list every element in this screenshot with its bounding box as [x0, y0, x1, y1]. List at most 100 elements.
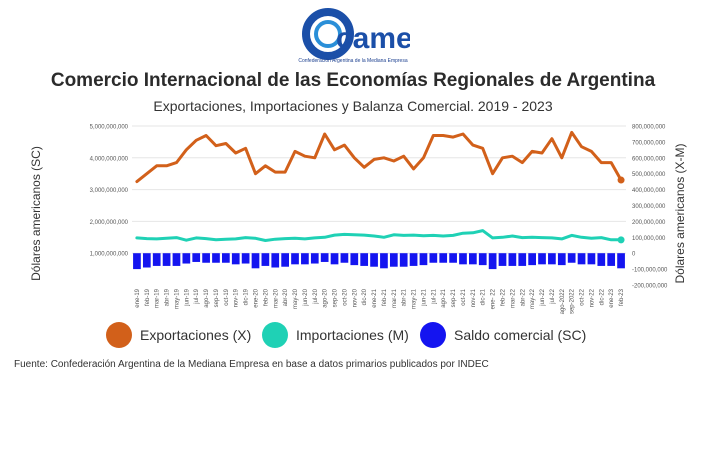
y2-tick-label: 600,000,000	[632, 156, 666, 162]
bar-saldo-comercial	[320, 253, 329, 262]
x-tick-label: nov-19	[234, 288, 240, 307]
bar-saldo-comercial	[548, 253, 556, 265]
x-tick-label: ago-2022	[560, 288, 566, 314]
y2-tick-label: 800,000,000	[632, 125, 666, 131]
x-tick-label: mar-21	[392, 288, 398, 308]
bar-saldo-comercial	[202, 253, 210, 263]
chart-subtitle: Exportaciones, Importaciones y Balanza C…	[153, 98, 553, 114]
legend-swatch-saldo	[420, 322, 446, 348]
x-tick-label: ene-20	[254, 288, 260, 307]
x-tick-label: nov-22	[589, 288, 595, 307]
bar-saldo-comercial	[380, 253, 388, 269]
bar-saldo-comercial	[301, 253, 309, 265]
x-tick-label: jun-22	[540, 288, 546, 306]
x-tick-label: sep-21	[451, 288, 457, 307]
chart-area: 1,000,000,000 2,000,000,000 3,000,000,000 4…	[29, 125, 687, 315]
bar-saldo-comercial	[538, 253, 546, 265]
bar-saldo-comercial	[449, 253, 457, 263]
legend-item-exportaciones[interactable]: Exportaciones (X)	[106, 320, 251, 350]
x-tick-label: feb-19	[145, 288, 151, 306]
bar-saldo-comercial	[330, 253, 339, 265]
bar-saldo-comercial	[557, 253, 566, 266]
x-tick-label: abr-19	[165, 288, 171, 306]
chart-title: Comercio Internacional de las Economías …	[50, 70, 656, 91]
bar-saldo-comercial	[478, 253, 487, 266]
x-tick-label: mar-20	[273, 288, 279, 308]
x-tick-label: dic-19	[244, 288, 250, 305]
y2-axis-label: Dólares americanos (X-M)	[673, 143, 687, 283]
bar-saldo-comercial	[399, 253, 408, 267]
y2-tick-label: -200,000,000	[632, 284, 668, 290]
source-note: Fuente: Confederación Argentina de la Me…	[14, 359, 489, 370]
x-tick-label: sep-2022	[570, 288, 576, 314]
bar-saldo-comercial	[528, 253, 536, 266]
y-tick-label: 4,000,000,000	[90, 156, 129, 162]
bar-saldo-comercial	[261, 253, 270, 266]
x-tick-label: ago-21	[441, 288, 447, 307]
bar-saldo-comercial	[182, 253, 191, 264]
y2-tick-label: 500,000,000	[632, 172, 666, 178]
x-tick-label: feb-21	[382, 288, 388, 306]
legend: Exportaciones (X) Importaciones (M) Sald…	[0, 320, 706, 350]
x-tick-label: jul-21	[431, 288, 437, 304]
x-tick-label: jul-22	[550, 288, 556, 304]
bar-saldo-comercial	[212, 253, 220, 263]
legend-label-saldo: Saldo comercial (SC)	[454, 327, 587, 343]
x-tick-label: sep-19	[214, 288, 220, 307]
x-tick-label: ene-23	[609, 288, 615, 307]
x-tick-label: may-19	[174, 288, 180, 309]
bar-saldo-comercial	[409, 253, 418, 266]
legend-item-saldo[interactable]: Saldo comercial (SC)	[420, 320, 586, 350]
x-tick-label: oct-21	[461, 288, 467, 305]
y-tick-label: 2,000,000,000	[90, 220, 129, 226]
bar-saldo-comercial	[389, 253, 398, 267]
x-tick-label: mar-22	[510, 288, 516, 308]
line-exportaciones	[135, 130, 623, 184]
x-tick-label: ago-19	[204, 288, 210, 307]
x-tick-label: dic-22	[599, 288, 605, 305]
x-tick-label: nov-21	[471, 288, 477, 307]
bar-saldo-comercial	[133, 253, 141, 270]
x-tick-label: ene- 22	[491, 288, 497, 309]
legend-label-exportaciones: Exportaciones (X)	[140, 327, 252, 343]
bar-saldo-comercial	[222, 253, 230, 263]
bar-saldo-comercial	[291, 253, 299, 265]
bar-saldo-comercial	[498, 253, 507, 266]
bar-saldo-comercial	[340, 253, 349, 263]
x-tick-label: oct-19	[224, 288, 230, 305]
x-tick-label: may-20	[293, 288, 299, 309]
bar-saldo-comercial	[439, 253, 448, 263]
point-exportaciones-last	[617, 176, 625, 184]
x-tick-label: abr-22	[520, 288, 526, 306]
y2-tick-label: 0	[632, 252, 636, 258]
x-tick-label: feb-23	[619, 288, 625, 306]
bar-saldo-comercial	[429, 253, 438, 263]
x-tick-label: abr-20	[283, 288, 289, 306]
line-importaciones	[135, 229, 623, 242]
legend-swatch-importaciones	[262, 322, 288, 348]
y2-tick-label: 400,000,000	[632, 188, 666, 194]
bar-saldo-comercial	[607, 253, 616, 266]
x-tick-label: jul-20	[313, 288, 319, 304]
x-tick-label: sep-20	[333, 288, 339, 307]
x-tick-label: abr-21	[402, 288, 408, 306]
y2-tick-label: 200,000,000	[632, 220, 666, 226]
bar-saldo-comercial	[587, 253, 596, 265]
bar-saldo-comercial	[281, 253, 289, 267]
y-axis-label: Dólares americanos (SC)	[29, 146, 43, 281]
bar-saldo-comercial	[360, 253, 369, 266]
x-tick-label: nov-20	[352, 288, 358, 307]
x-tick-label: jun-21	[421, 288, 427, 306]
x-tick-label: ago-20	[323, 288, 329, 307]
y2-tick-label: 100,000,000	[632, 236, 666, 242]
bar-saldo-comercial	[518, 253, 527, 266]
legend-swatch-exportaciones	[106, 322, 132, 348]
legend-item-importaciones[interactable]: Importaciones (M)	[262, 320, 409, 350]
bar-saldo-comercial	[251, 253, 260, 269]
bar-saldo-comercial	[488, 253, 497, 270]
legend-label-importaciones: Importaciones (M)	[296, 327, 409, 343]
bar-saldo-comercial	[370, 253, 378, 267]
bar-saldo-comercial	[469, 253, 477, 265]
bar-saldo-comercial	[152, 253, 161, 266]
bar-saldo-comercial	[172, 253, 181, 266]
